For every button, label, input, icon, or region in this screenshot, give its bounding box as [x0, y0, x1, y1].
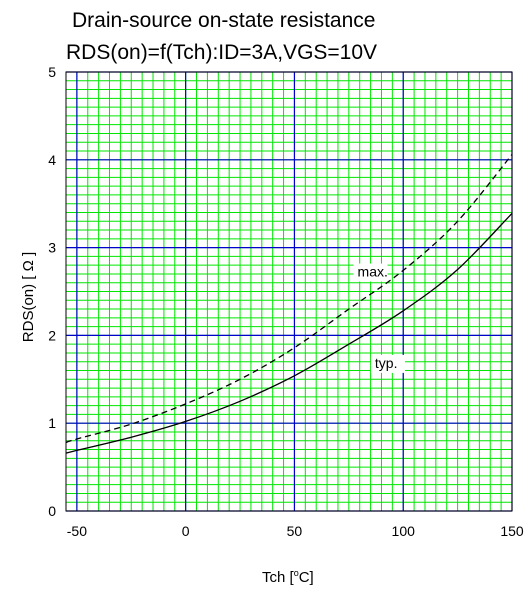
series-label-typ: typ.: [375, 355, 398, 371]
series-layer: max. typ.: [65, 154, 513, 454]
chart-title: Drain-source on-state resistance: [72, 9, 375, 32]
x-tick-label: -50: [67, 523, 87, 539]
x-tick-label: 0: [182, 523, 190, 539]
plot-area-border: [65, 71, 513, 512]
x-axis-label-end: C]: [299, 569, 314, 586]
series-label-max: max.: [358, 264, 388, 280]
y-tick-label: 0: [48, 503, 56, 519]
y-tick-label: 3: [48, 240, 56, 256]
series-line-max: [65, 154, 513, 444]
y-axis-label: RDS(on) [ Ω ]: [20, 252, 37, 342]
x-axis-label-superscript: o: [294, 568, 299, 578]
y-tick-label: 2: [48, 327, 56, 343]
tick-labels: -50 0 50 100 150 0 1 2 3 4 5: [48, 64, 524, 539]
x-tick-label: 50: [287, 523, 303, 539]
x-tick-label: 150: [500, 523, 524, 539]
x-tick-label: 100: [392, 523, 416, 539]
series-label-background: [353, 263, 388, 282]
chart-subtitle: RDS(on)=f(Tch):ID=3A,VGS=10V: [66, 41, 377, 64]
series-label-background: [370, 354, 405, 373]
x-axis-label: Tch [oC]: [262, 568, 314, 586]
x-axis-label-main: Tch [: [262, 569, 295, 586]
y-tick-label: 1: [48, 415, 56, 431]
y-tick-label: 5: [48, 64, 56, 80]
y-tick-label: 4: [48, 152, 56, 168]
minor-grid: [65, 71, 513, 512]
series-line-typ: [65, 212, 513, 454]
